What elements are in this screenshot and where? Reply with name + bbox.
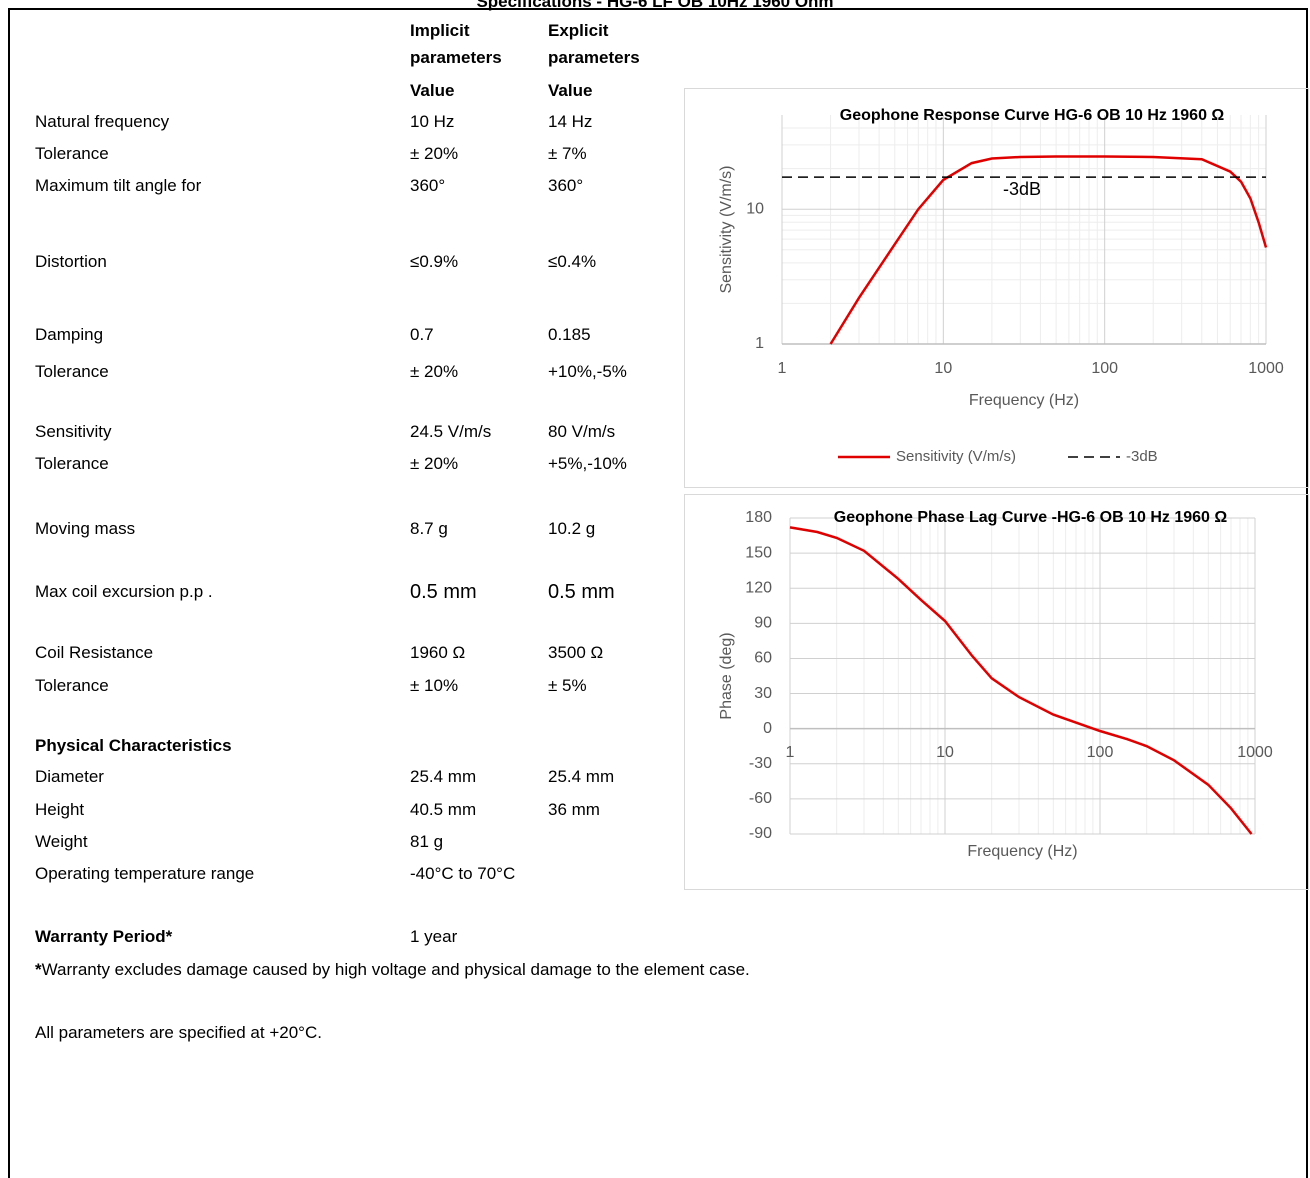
- warranty-note: *Warranty excludes damage caused by high…: [35, 959, 750, 981]
- implicit-value: -40°C to 70°C: [410, 864, 516, 883]
- x-tick-label: 100: [1087, 744, 1114, 761]
- row-label: Height: [35, 800, 85, 819]
- explicit-value: ± 7%: [548, 144, 587, 163]
- implicit-value: ± 20%: [410, 144, 459, 163]
- legend-label: Sensitivity (V/m/s): [896, 448, 1016, 465]
- implicit-value: 10 Hz: [410, 112, 455, 131]
- implicit-value: ≤0.9%: [410, 252, 459, 271]
- y-tick-label: 30: [754, 685, 772, 702]
- row-label: Moving mass: [35, 519, 136, 538]
- row-label: Max coil excursion p.p .: [35, 582, 213, 601]
- annotation: -3dB: [1003, 179, 1041, 199]
- y-axis-label: Phase (deg): [718, 632, 735, 719]
- x-tick-label: 100: [1091, 360, 1118, 377]
- y-axis-label: Sensitivity (V/m/s): [718, 165, 735, 293]
- explicit-value: 80 V/m/s: [548, 422, 616, 441]
- page-frame: [8, 8, 1308, 1178]
- row-label: Tolerance: [35, 144, 109, 163]
- explicit-value: 0.5 mm: [548, 581, 615, 603]
- column-header: Explicit parameters: [548, 21, 640, 67]
- row-label: Natural frequency: [35, 112, 170, 131]
- row-label: Tolerance: [35, 454, 109, 473]
- implicit-value: ± 10%: [410, 676, 459, 695]
- implicit-value: 40.5 mm: [410, 800, 477, 819]
- row-label: Maximum tilt angle for: [35, 176, 202, 195]
- row-label: Weight: [35, 832, 88, 851]
- row-label: Tolerance: [35, 362, 109, 381]
- row-label: Operating temperature range: [35, 864, 255, 883]
- explicit-value: 3500 Ω: [548, 643, 604, 662]
- implicit-value: ± 20%: [410, 454, 459, 473]
- x-tick-label: 1000: [1237, 744, 1273, 761]
- section-heading: Physical Characteristics: [35, 736, 232, 755]
- footnote: All parameters are specified at +20°C.: [35, 1023, 322, 1042]
- y-tick-label: 150: [745, 544, 772, 561]
- implicit-value: 24.5 V/m/s: [410, 422, 492, 441]
- implicit-value: 8.7 g: [410, 519, 448, 538]
- chart-box: [684, 88, 1309, 488]
- y-tick-label: 180: [745, 509, 772, 526]
- y-tick-label: 120: [745, 579, 772, 596]
- explicit-value: ± 5%: [548, 676, 587, 695]
- note-mark: *: [35, 960, 42, 979]
- series-line: [829, 155, 1268, 345]
- explicit-value: 25.4 mm: [548, 767, 615, 786]
- explicit-value: +5%,-10%: [548, 454, 627, 473]
- note-text: Warranty excludes damage caused by high …: [41, 960, 750, 979]
- implicit-value: 81 g: [410, 832, 444, 851]
- warranty-value: 1 year: [410, 927, 458, 946]
- x-tick-label: 10: [936, 744, 954, 761]
- y-tick-label: 0: [763, 720, 772, 737]
- explicit-value: 10.2 g: [548, 519, 596, 538]
- legend-label: -3dB: [1126, 448, 1158, 465]
- row-label: Diameter: [35, 767, 104, 786]
- x-tick-label: 1000: [1248, 360, 1284, 377]
- row-label: Tolerance: [35, 676, 109, 695]
- implicit-value: 1960 Ω: [410, 643, 466, 662]
- row-label: Sensitivity: [35, 422, 112, 441]
- y-tick-label: -60: [749, 790, 772, 807]
- implicit-value: 0.5 mm: [410, 581, 477, 603]
- chart-box: [684, 494, 1309, 890]
- chart-title: Geophone Phase Lag Curve -HG-6 OB 10 Hz …: [834, 509, 1228, 526]
- implicit-value: 25.4 mm: [410, 767, 477, 786]
- y-tick-label: -30: [749, 755, 772, 772]
- explicit-value: ≤0.4%: [548, 252, 597, 271]
- explicit-value: +10%,-5%: [548, 362, 627, 381]
- y-tick-label: 90: [754, 615, 772, 632]
- value-header: Value: [548, 81, 593, 100]
- x-axis-label: Frequency (Hz): [967, 843, 1077, 860]
- explicit-value: 14 Hz: [548, 112, 593, 131]
- series-line: [789, 526, 1253, 835]
- y-tick-label: 1: [755, 335, 764, 352]
- y-tick-label: 60: [754, 650, 772, 667]
- row-label: Distortion: [35, 252, 107, 271]
- x-tick-label: 10: [934, 360, 952, 377]
- x-axis-label: Frequency (Hz): [969, 392, 1079, 409]
- x-tick-label: 1: [786, 744, 795, 761]
- value-header: Value: [410, 81, 455, 100]
- document-title: Specifications - HG-6 LF OB 10Hz 1960 Oh…: [476, 0, 834, 11]
- explicit-value: 360°: [548, 176, 584, 195]
- y-tick-label: 10: [746, 200, 764, 217]
- implicit-value: 0.7: [410, 325, 434, 344]
- explicit-value: 36 mm: [548, 800, 600, 819]
- warranty-label: Warranty Period*: [35, 927, 173, 946]
- row-label: Coil Resistance: [35, 643, 154, 662]
- x-tick-label: 1: [778, 360, 787, 377]
- implicit-value: 360°: [410, 176, 446, 195]
- column-header: Implicit parameters: [410, 21, 502, 67]
- explicit-value: 0.185: [548, 325, 591, 344]
- implicit-value: ± 20%: [410, 362, 459, 381]
- chart-title: Geophone Response Curve HG-6 OB 10 Hz 19…: [840, 107, 1225, 124]
- y-tick-label: -90: [749, 825, 772, 842]
- row-label: Damping: [35, 325, 104, 344]
